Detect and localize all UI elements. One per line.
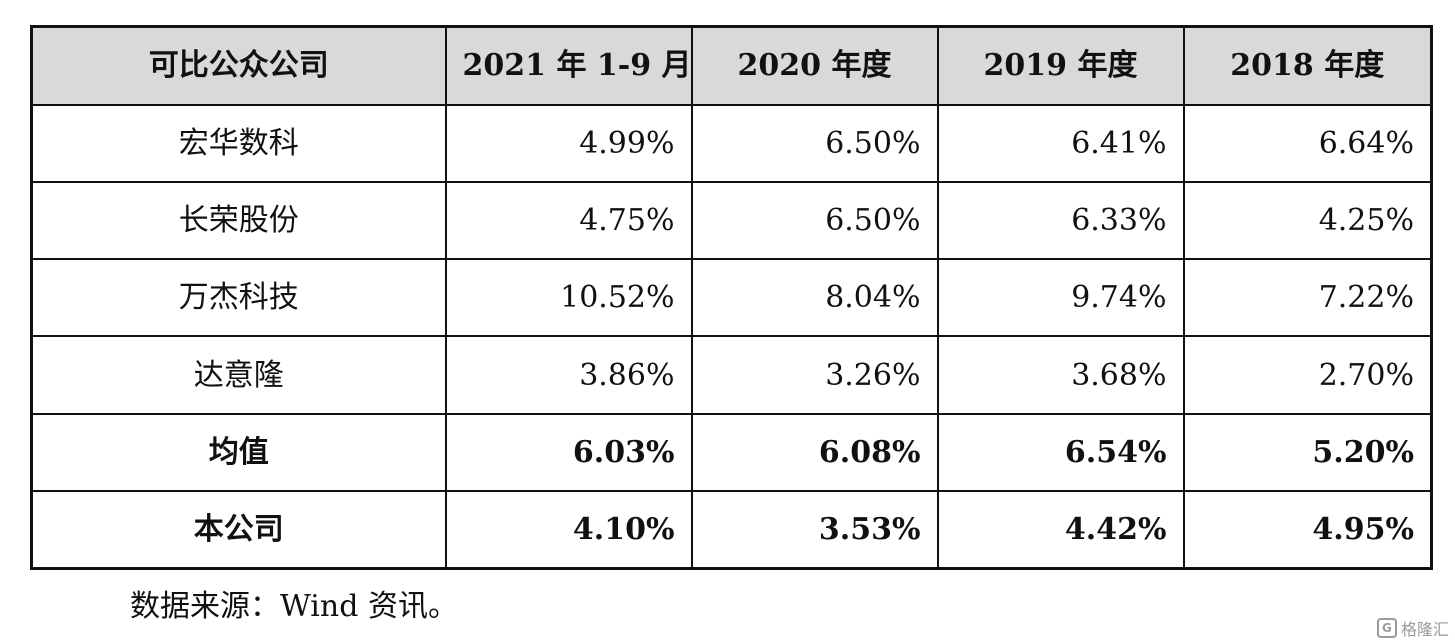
table-row: 长荣股份 4.75% 6.50% 6.33% 4.25% — [30, 180, 1433, 261]
row-company-name: 长荣股份 — [30, 180, 447, 261]
watermark: G 格隆汇 — [1376, 616, 1449, 640]
cell-value: 5.20% — [1182, 412, 1433, 493]
cell-value: 6.41% — [936, 103, 1185, 183]
row-this-company-label: 本公司 — [30, 490, 447, 570]
cell-value: 9.74% — [936, 258, 1185, 338]
cell-value: 4.42% — [936, 490, 1185, 570]
cell-value: 4.99% — [444, 103, 693, 183]
header-2018: 2018 年度 — [1182, 25, 1433, 106]
cell-value: 6.03% — [444, 412, 693, 493]
gelonghui-logo-icon: G — [1376, 618, 1397, 638]
cell-value: 6.08% — [690, 412, 939, 493]
cell-value: 2.70% — [1182, 335, 1433, 415]
cell-value: 7.22% — [1182, 258, 1433, 338]
cell-value: 4.25% — [1182, 180, 1433, 261]
table-row: 达意隆 3.86% 3.26% 3.68% 2.70% — [30, 335, 1433, 415]
table-row: 万杰科技 10.52% 8.04% 9.74% 7.22% — [30, 258, 1433, 338]
header-2021-jan-sep: 2021 年 1-9 月 — [444, 25, 693, 106]
cell-value: 4.95% — [1182, 490, 1433, 570]
row-average-label: 均值 — [30, 412, 447, 493]
header-2020: 2020 年度 — [690, 25, 939, 106]
data-source-note: 数据来源：Wind 资讯。 — [130, 589, 458, 624]
cell-value: 3.26% — [690, 335, 939, 415]
header-company: 可比公众公司 — [30, 25, 447, 106]
cell-value: 10.52% — [444, 258, 693, 338]
comparison-table-container: 可比公众公司 2021 年 1-9 月 2020 年度 2019 年度 2018… — [30, 25, 1433, 570]
cell-value: 4.10% — [444, 490, 693, 570]
row-company-name: 达意隆 — [30, 335, 447, 415]
row-company-name: 万杰科技 — [30, 258, 447, 338]
header-2019: 2019 年度 — [936, 25, 1185, 106]
cell-value: 6.33% — [936, 180, 1185, 261]
row-company-name: 宏华数科 — [30, 103, 447, 183]
cell-value: 6.50% — [690, 103, 939, 183]
table-header-row: 可比公众公司 2021 年 1-9 月 2020 年度 2019 年度 2018… — [30, 25, 1433, 106]
cell-value: 6.50% — [690, 180, 939, 261]
cell-value: 6.54% — [936, 412, 1185, 493]
cell-value: 3.68% — [936, 335, 1185, 415]
table-row-average: 均值 6.03% 6.08% 6.54% 5.20% — [30, 412, 1433, 493]
cell-value: 3.86% — [444, 335, 693, 415]
cell-value: 8.04% — [690, 258, 939, 338]
cell-value: 4.75% — [444, 180, 693, 261]
table-row-this-company: 本公司 4.10% 3.53% 4.42% 4.95% — [30, 490, 1433, 570]
cell-value: 6.64% — [1182, 103, 1433, 183]
cell-value: 3.53% — [690, 490, 939, 570]
table-row: 宏华数科 4.99% 6.50% 6.41% 6.64% — [30, 103, 1433, 183]
comparison-table: 可比公众公司 2021 年 1-9 月 2020 年度 2019 年度 2018… — [30, 25, 1433, 570]
watermark-text: 格隆汇 — [1400, 620, 1449, 639]
